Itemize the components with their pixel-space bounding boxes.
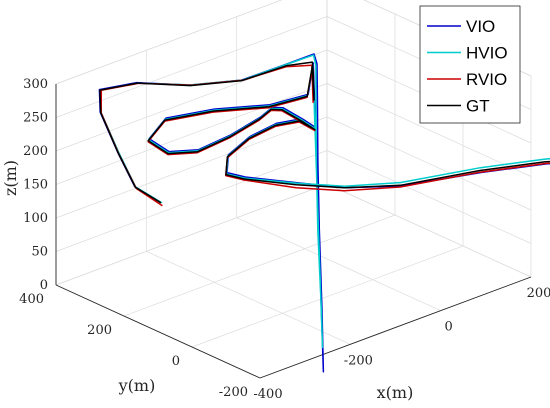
- x-tick-label: -400: [253, 387, 282, 402]
- x-axis-line: [259, 276, 532, 379]
- grid-line: [146, 250, 351, 345]
- z-tick-label: 250: [23, 111, 48, 126]
- grid-line: [326, 83, 532, 177]
- y-axis-line: [55, 284, 261, 379]
- z-axis-label: z(m): [1, 160, 20, 196]
- x-tick-label: -200: [344, 353, 373, 368]
- grid-line: [326, 116, 532, 211]
- x-tick-label: 0: [445, 320, 453, 335]
- y-tick-label: 0: [172, 354, 180, 369]
- z-tick-label: 0: [40, 278, 48, 293]
- x-axis-label: x(m): [377, 383, 414, 402]
- legend-label-rvio: RVIO: [466, 70, 507, 89]
- series-lines: [98, 53, 550, 373]
- legend-label-vio: VIO: [466, 17, 495, 36]
- legend-label-hvio: HVIO: [466, 44, 508, 63]
- grid-line: [326, 183, 532, 278]
- grid-line: [191, 245, 464, 348]
- legend-label-gt: GT: [466, 97, 490, 116]
- series-line-gt: [99, 61, 550, 204]
- y-tick-label: 400: [19, 292, 44, 307]
- tick-labels: -400-2000200-200020040005010015020025030…: [19, 77, 550, 402]
- y-tick-label: -200: [219, 385, 248, 400]
- grid-line: [123, 214, 396, 317]
- grid-line: [55, 150, 328, 252]
- legend: VIO HVIO RVIO GT: [419, 5, 521, 124]
- z-tick-label: 200: [23, 144, 48, 159]
- grid-line: [236, 217, 441, 312]
- z-tick-label: 150: [23, 178, 48, 193]
- axes: [55, 84, 532, 379]
- grid-line: [55, 0, 283, 85]
- grid-line: [55, 83, 328, 185]
- x-tick-label: 200: [527, 286, 550, 301]
- y-tick-label: 200: [87, 323, 112, 338]
- z-tick-label: 50: [31, 245, 48, 260]
- grid-line: [55, 116, 328, 219]
- y-axis-label: y(m): [118, 376, 156, 395]
- grid-line: [55, 0, 283, 85]
- grid-line: [326, 150, 532, 244]
- grid-line: [55, 183, 328, 286]
- z-tick-label: 100: [23, 211, 48, 226]
- z-tick-label: 300: [23, 77, 48, 92]
